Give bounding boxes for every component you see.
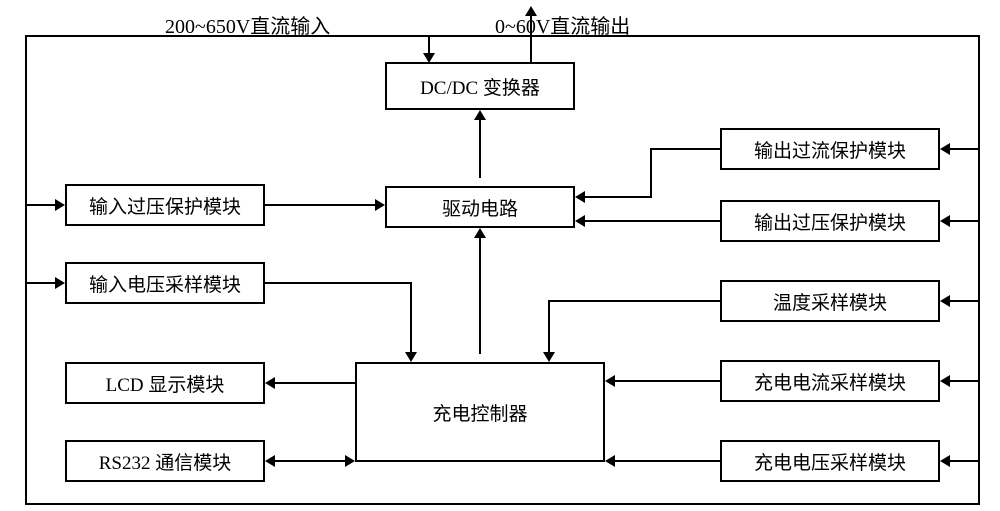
arrow-border-outoc: [940, 143, 950, 155]
arrow-input-down: [423, 53, 435, 63]
arrow-outoc-drive: [575, 191, 585, 203]
line-border-chgi: [950, 380, 978, 382]
line-border-invs: [27, 282, 55, 284]
box-out-oc-prot: 输出过流保护模块: [720, 128, 940, 170]
arrow-border-temp: [940, 295, 950, 307]
line-border-outoc: [950, 148, 978, 150]
line-invs-h: [265, 282, 412, 284]
arrow-controller-drive: [474, 228, 486, 238]
arrow-invs-controller: [405, 352, 417, 362]
line-outoc-h: [650, 148, 720, 150]
box-lcd: LCD 显示模块: [65, 362, 265, 404]
arrow-outov-drive: [575, 215, 585, 227]
box-temp-sample: 温度采样模块: [720, 280, 940, 322]
line-temp-h: [548, 300, 720, 302]
line-chgv-h: [615, 460, 720, 462]
line-inov-drive: [265, 204, 375, 206]
line-input-down: [428, 35, 430, 55]
line-drive-dcdc: [479, 118, 481, 178]
line-outoc-h2: [585, 196, 652, 198]
line-controller-rs232: [275, 460, 345, 462]
line-temp-v: [548, 300, 550, 354]
arrow-border-outov: [940, 215, 950, 227]
box-dcdc: DC/DC 变换器: [385, 62, 575, 110]
arrow-chgi-controller: [605, 375, 615, 387]
box-out-ov-prot: 输出过压保护模块: [720, 200, 940, 242]
box-drive: 驱动电路: [385, 186, 575, 228]
arrow-chgv-controller: [605, 455, 615, 467]
label-output: 0~60V直流输出: [495, 10, 630, 39]
line-border-inov: [27, 204, 55, 206]
box-chg-v-sample: 充电电压采样模块: [720, 440, 940, 482]
box-rs232: RS232 通信模块: [65, 440, 265, 482]
arrow-rs232-right: [345, 455, 355, 467]
arrow-border-invs: [55, 277, 65, 289]
arrow-inov-drive: [375, 199, 385, 211]
line-chgi-h: [615, 380, 720, 382]
box-chg-i-sample: 充电电流采样模块: [720, 360, 940, 402]
box-in-ov-prot: 输入过压保护模块: [65, 184, 265, 226]
line-invs-v: [410, 282, 412, 354]
arrow-rs232-left: [265, 455, 275, 467]
arrow-controller-lcd: [265, 377, 275, 389]
line-outov-h: [585, 220, 720, 222]
line-border-temp: [950, 300, 978, 302]
line-border-outov: [950, 220, 978, 222]
line-border-chgv: [950, 460, 978, 462]
arrow-output-up: [525, 6, 537, 16]
line-output-up: [530, 15, 532, 62]
arrow-temp-controller: [543, 352, 555, 362]
line-controller-lcd: [275, 382, 355, 384]
arrow-drive-dcdc: [474, 110, 486, 120]
arrow-border-inov: [55, 199, 65, 211]
line-controller-drive: [479, 236, 481, 354]
diagram-canvas: 200~650V直流输入 0~60V直流输出 DC/DC 变换器 驱动电路 充电…: [0, 0, 1000, 511]
arrow-border-chgv: [940, 455, 950, 467]
label-input: 200~650V直流输入: [165, 10, 330, 39]
line-outoc-v: [650, 148, 652, 198]
box-controller: 充电控制器: [355, 362, 605, 462]
arrow-border-chgi: [940, 375, 950, 387]
box-in-v-sample: 输入电压采样模块: [65, 262, 265, 304]
